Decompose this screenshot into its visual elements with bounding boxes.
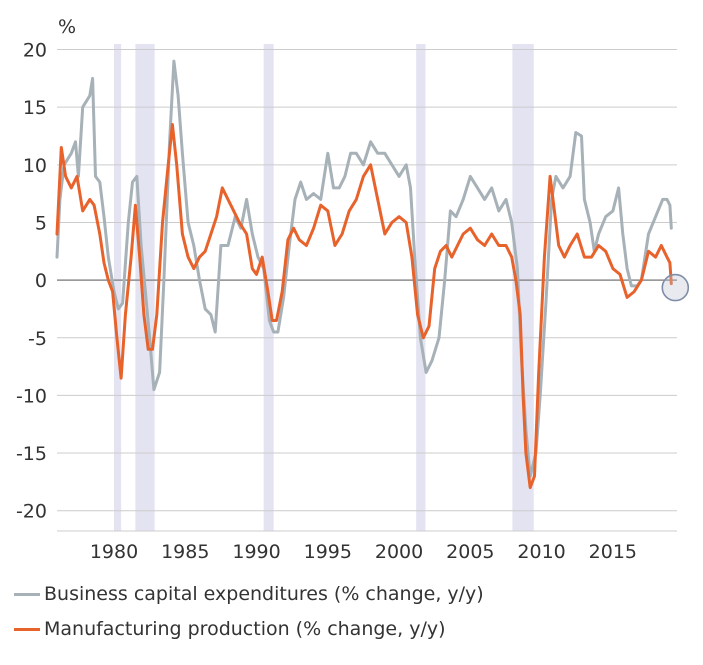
x-tick-label-2005: 2005 [446,541,494,563]
y-tick-label-15: 15 [23,97,47,119]
y-tick-label--20: -20 [16,501,47,523]
highlight-circle [661,273,690,302]
x-tick-label-1990: 1990 [232,541,280,563]
x-tick-label-2000: 2000 [375,541,423,563]
x-tick-label-1995: 1995 [304,541,352,563]
legend-swatch-capex [14,592,40,596]
x-tick-label-2015: 2015 [589,541,637,563]
y-axis-ticks: 20 15 10 5 0 -5 -10 -15 -20 [16,40,47,523]
recession-band-0 [114,44,122,531]
recession-band-3 [416,44,426,531]
y-tick-label--10: -10 [16,385,47,407]
series-line-manufacturing [55,123,673,490]
y-axis-label: % [58,16,76,38]
y-tick-label--5: -5 [28,328,47,350]
y-tick-label-5: 5 [35,212,47,234]
legend-swatch-manufacturing [14,627,40,631]
legend-item-capex: Business capital expenditures (% change,… [14,583,484,605]
legend-label-capex: Business capital expenditures (% change,… [44,583,484,605]
recession-band-4 [512,44,534,531]
legend-item-manufacturing: Manufacturing production (% change, y/y) [14,618,446,640]
grid-lines [57,49,677,532]
y-tick-label-10: 10 [23,155,47,177]
y-tick-label--15: -15 [16,443,47,465]
recession-bands [114,44,534,531]
x-tick-label-1985: 1985 [161,541,209,563]
x-tick-label-1980: 1980 [90,541,138,563]
x-axis-ticks: 1980 1985 1990 1995 2000 2005 2010 2015 [90,541,637,563]
y-tick-label-20: 20 [23,40,47,62]
x-tick-label-2010: 2010 [517,541,565,563]
highlight-marker [661,273,690,302]
series-lines [55,59,673,490]
y-tick-label-0: 0 [35,270,47,292]
legend-label-manufacturing: Manufacturing production (% change, y/y) [44,618,446,640]
series-line-capex [55,59,673,478]
